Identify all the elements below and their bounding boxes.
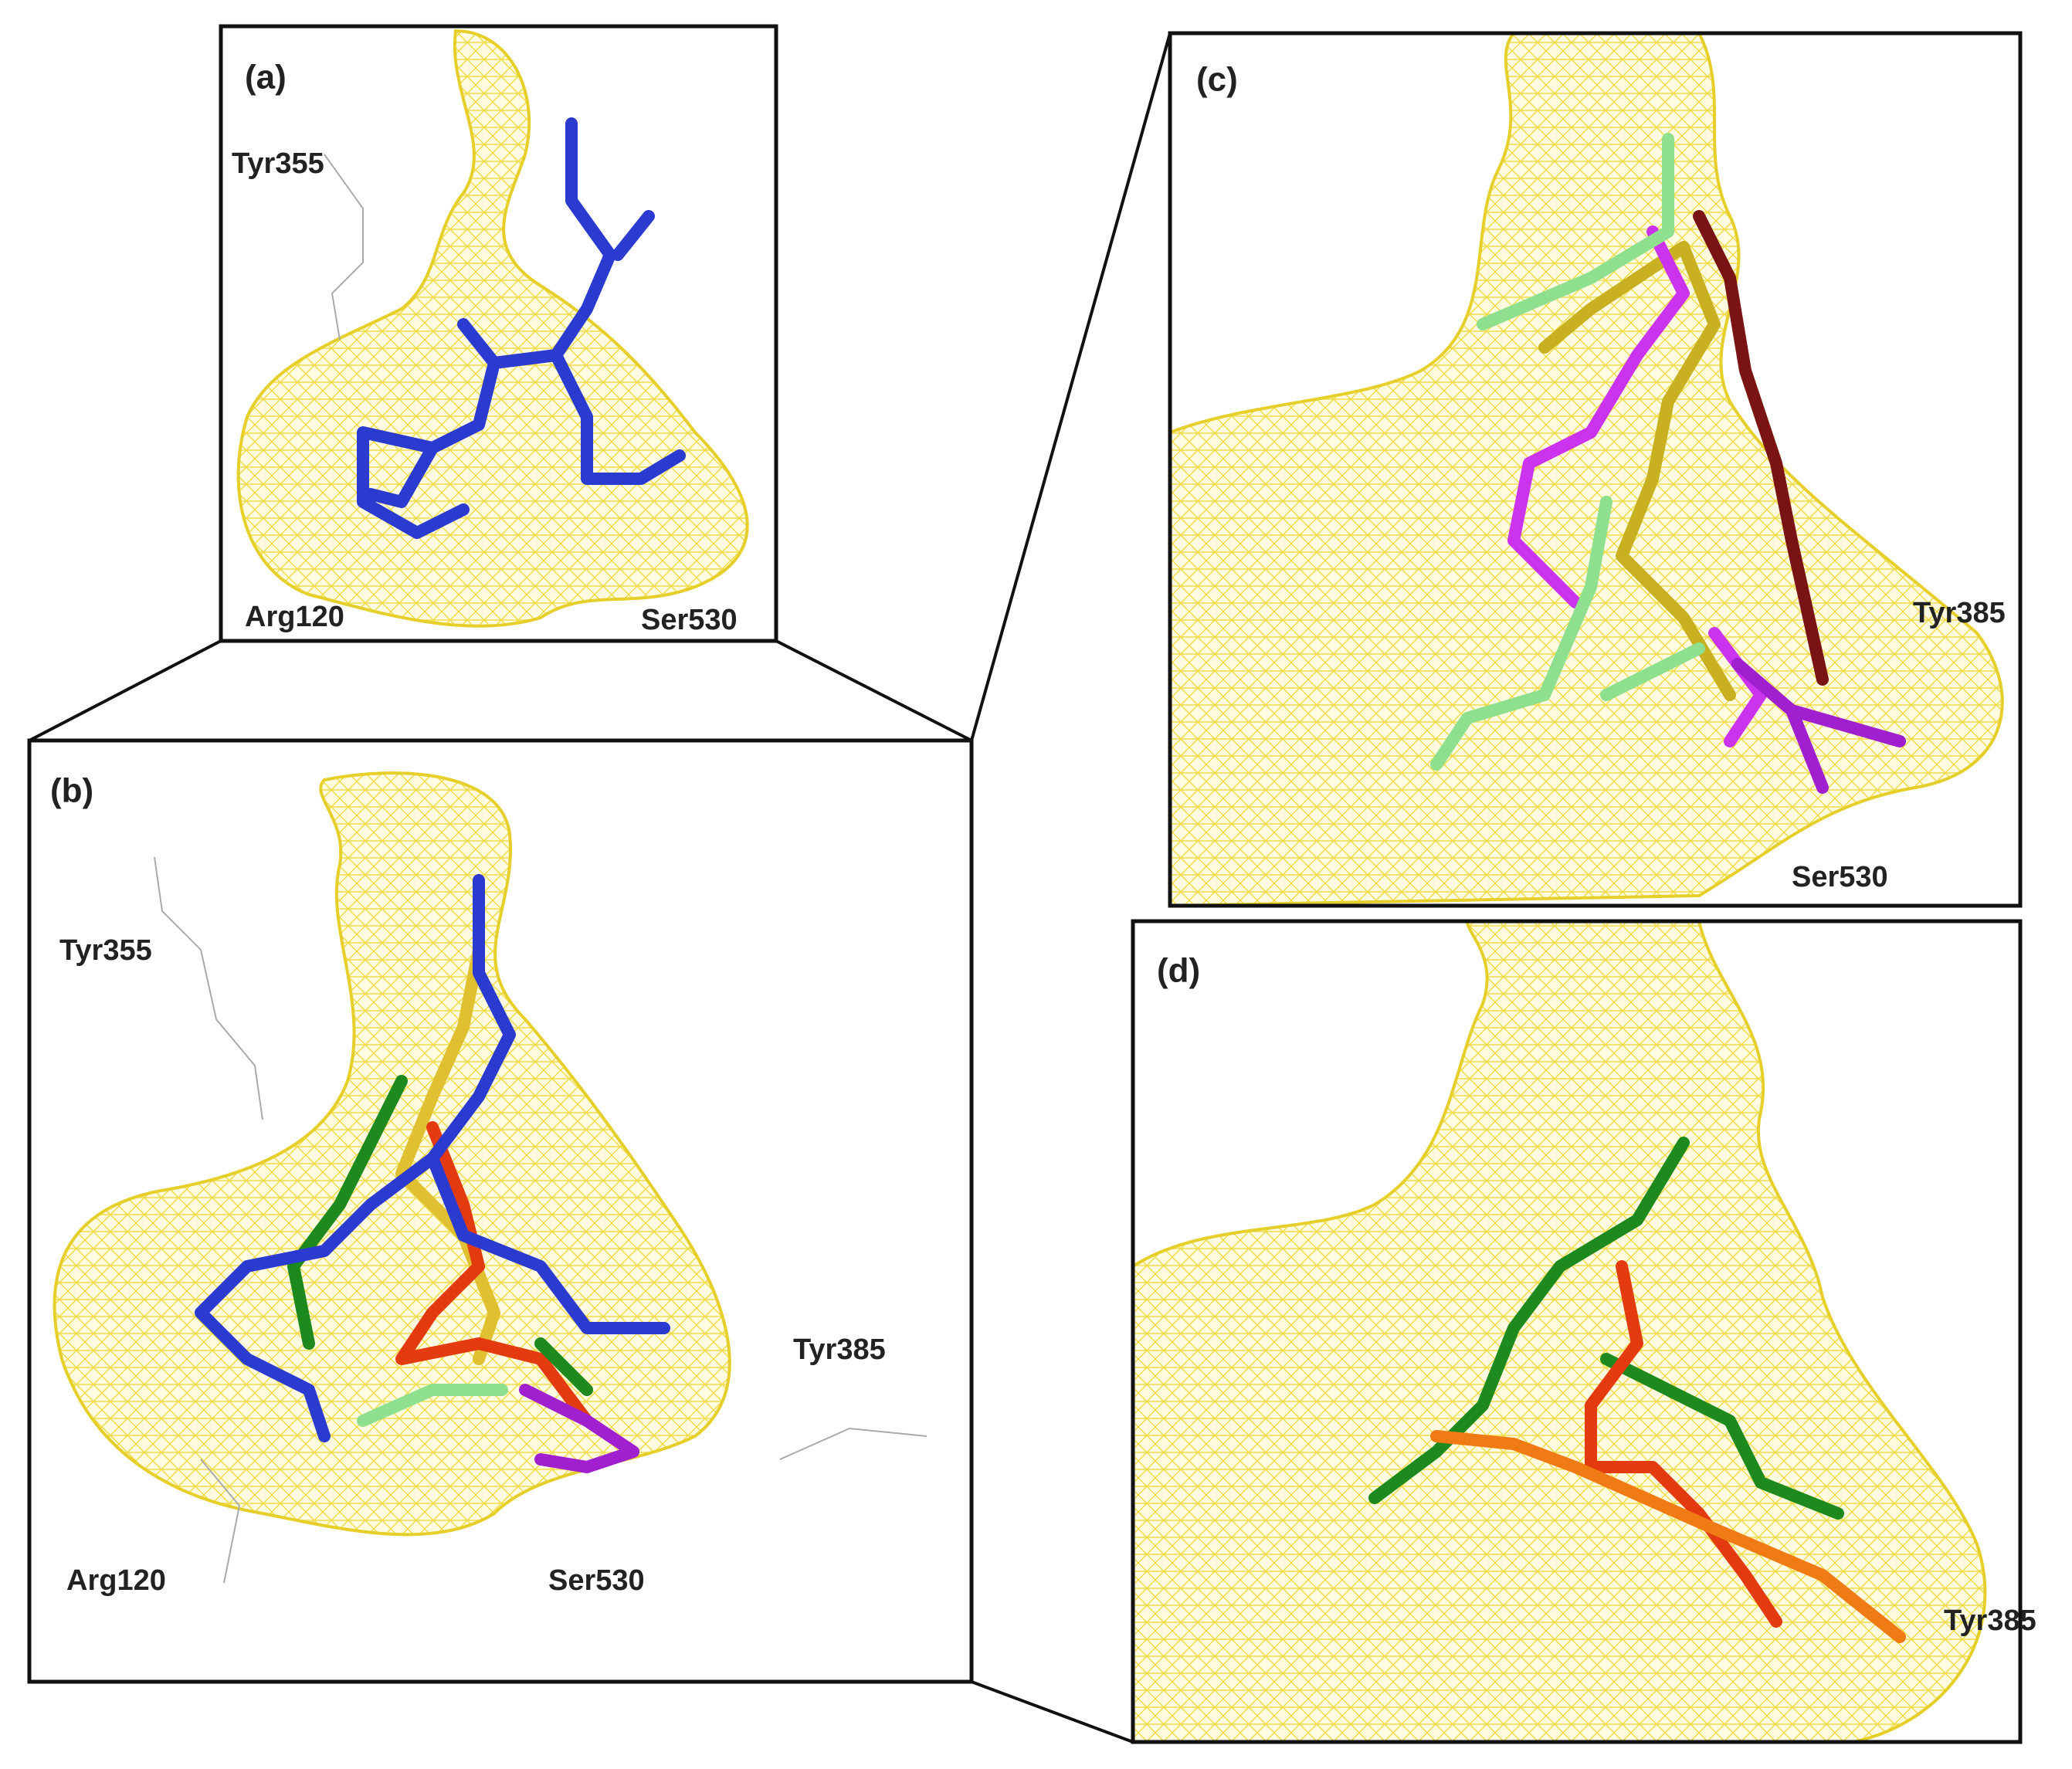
- residue-label: Tyr355: [232, 147, 324, 180]
- surface-mesh: [53, 771, 731, 1537]
- residue-label: Arg120: [66, 1564, 166, 1597]
- panel-label: (d): [1157, 952, 1200, 990]
- residue-label: Ser530: [1792, 861, 1888, 893]
- connector: [29, 639, 222, 742]
- ligand: [357, 1384, 508, 1427]
- connector: [971, 1680, 1134, 1744]
- ligand: [357, 117, 686, 539]
- surface-mesh: [236, 29, 749, 628]
- panel-d: [1133, 921, 1987, 1742]
- ligand: [1430, 1430, 1906, 1643]
- panel-frame: [1131, 919, 2023, 1744]
- surface-mesh: [1170, 33, 2004, 906]
- surface-mesh: [1133, 921, 1987, 1742]
- panel-label: (c): [1196, 61, 1238, 99]
- residue-wire: [324, 154, 364, 341]
- ligand: [1585, 1260, 1782, 1628]
- ligand: [1507, 225, 1767, 747]
- ligand: [1430, 133, 1705, 771]
- residue-wire: [154, 856, 927, 1584]
- residue-label: Tyr385: [1913, 597, 2006, 629]
- residue-label: Arg120: [245, 601, 344, 633]
- residue-label: Tyr385: [1944, 1605, 2036, 1637]
- connector: [775, 639, 972, 742]
- panel-b: [53, 771, 927, 1584]
- connector: [970, 32, 1172, 741]
- panel-label: (a): [245, 59, 287, 97]
- panel-label: (b): [50, 772, 93, 810]
- ligand: [287, 1075, 593, 1396]
- ligand: [1693, 210, 1829, 686]
- panel-frame: [219, 24, 778, 643]
- ligand: [519, 1384, 639, 1473]
- panel-frame: [1168, 31, 2023, 908]
- residue-label: Ser530: [548, 1564, 645, 1597]
- panel-frame: [27, 738, 974, 1684]
- residue-label: Tyr355: [59, 934, 152, 967]
- ligand: [1368, 1137, 1844, 1520]
- ligand: [1538, 241, 1736, 701]
- panel-a: [236, 29, 749, 628]
- ligand: [395, 1121, 593, 1427]
- residue-label: Tyr385: [793, 1334, 886, 1366]
- ligand: [195, 874, 670, 1442]
- ligand: [1731, 658, 1906, 794]
- panel-c: [1170, 33, 2004, 906]
- residue-label: Ser530: [641, 604, 738, 636]
